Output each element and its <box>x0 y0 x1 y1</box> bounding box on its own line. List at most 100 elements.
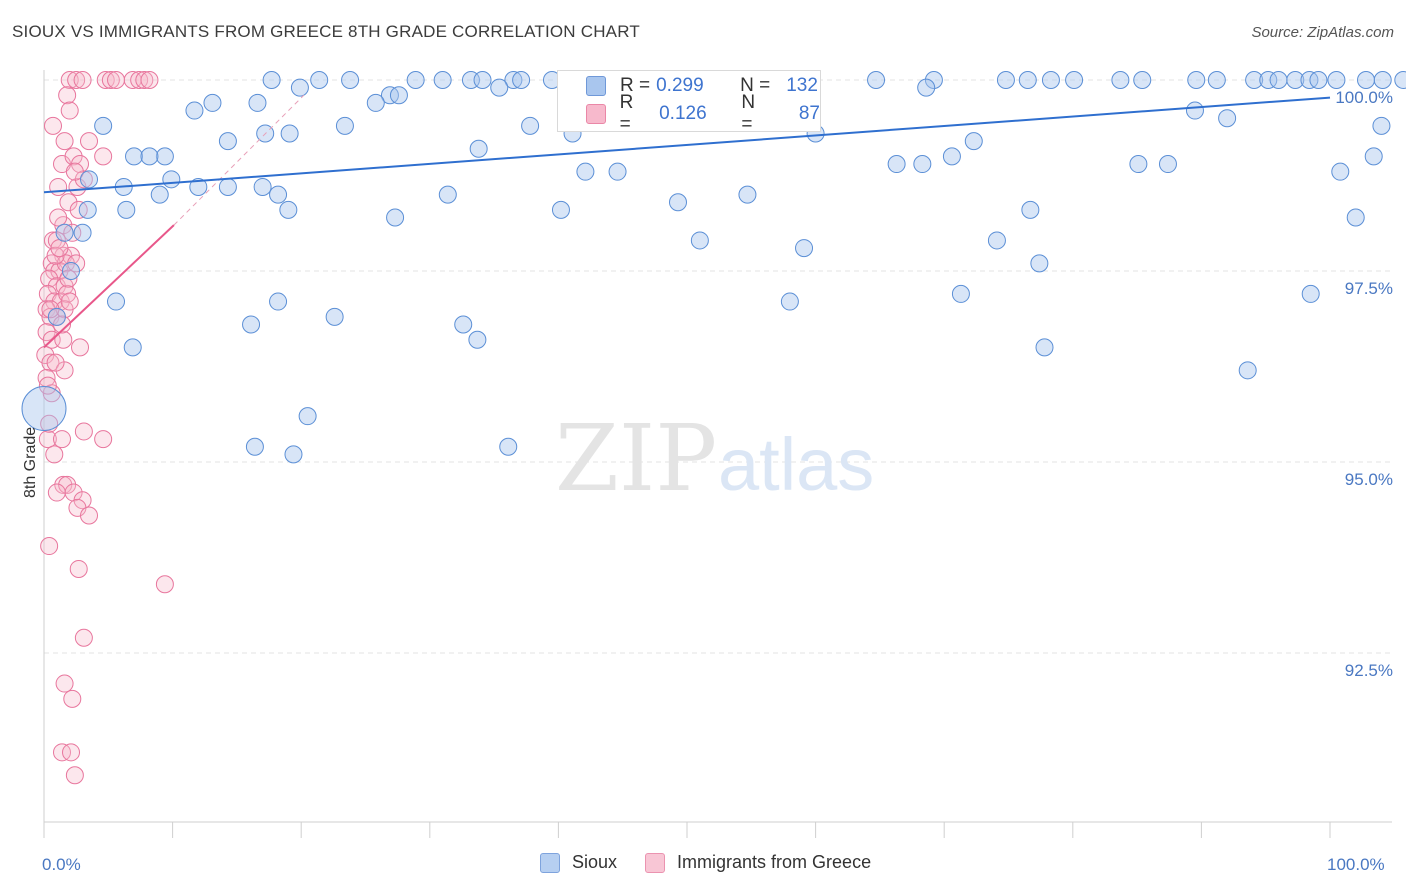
greece-point <box>58 475 77 494</box>
sioux-point <box>262 71 281 89</box>
greece-point <box>46 353 65 372</box>
greece-point <box>69 559 88 578</box>
greece-point <box>64 483 83 502</box>
sioux-point <box>469 139 488 158</box>
legend-r-label: R = <box>619 92 634 135</box>
greece-point <box>65 766 84 785</box>
greece-points <box>36 71 174 785</box>
sioux-point <box>55 223 74 242</box>
legend-r-value-greece: 0.126 <box>659 103 707 124</box>
sioux-point <box>284 445 303 464</box>
greece-point <box>73 71 92 89</box>
greece-point <box>58 86 77 105</box>
sioux-point <box>1331 162 1350 181</box>
greece-point <box>41 353 60 372</box>
sioux-point <box>1394 71 1406 89</box>
sioux-point <box>964 132 983 151</box>
correlation-legend: R = 0.299 N = 132 R = 0.126 N = 87 <box>557 70 821 135</box>
greece-point <box>41 300 60 319</box>
sioux-point <box>1035 338 1054 357</box>
sioux-point <box>189 177 208 196</box>
sioux-point <box>117 200 136 219</box>
sioux-point <box>913 155 932 174</box>
sioux-point <box>290 78 309 97</box>
sioux-point <box>867 71 886 89</box>
sioux-point <box>1158 155 1177 174</box>
greece-point <box>55 361 74 380</box>
sioux-point <box>504 71 523 89</box>
greece-point <box>45 445 64 464</box>
legend-swatch-sioux <box>586 76 606 96</box>
greece-point <box>49 177 68 196</box>
legend-swatch-sioux <box>540 852 560 873</box>
sioux-point <box>1018 71 1037 89</box>
sioux-point <box>951 284 970 303</box>
sioux-point <box>269 292 288 311</box>
sioux-point <box>608 162 627 181</box>
greece-point <box>80 506 99 525</box>
greece-point <box>155 575 174 594</box>
watermark-zip: ZIP <box>555 405 717 512</box>
greece-point <box>74 422 93 441</box>
y-tick-label: 97.5% <box>1345 279 1393 298</box>
sioux-point <box>325 307 344 326</box>
sioux-point <box>310 71 329 89</box>
greece-point <box>74 628 93 647</box>
sioux-point <box>690 231 709 250</box>
sioux-point <box>551 200 570 219</box>
sioux-point <box>94 116 113 135</box>
sioux-point <box>1041 71 1060 89</box>
sioux-point <box>406 71 425 89</box>
sioux-point <box>280 124 299 143</box>
sioux-point <box>1185 101 1204 120</box>
legend-row-greece: R = 0.126 N = 87 <box>558 92 820 135</box>
sioux-point <box>490 78 509 97</box>
legend-item-greece[interactable]: Immigrants from Greece <box>645 852 871 873</box>
sioux-point <box>162 170 181 189</box>
sioux-point <box>73 223 92 242</box>
sioux-point <box>1030 254 1049 273</box>
sioux-point <box>125 147 144 166</box>
greece-point <box>71 338 90 357</box>
sioux-point <box>668 193 687 212</box>
sioux-point <box>269 185 288 204</box>
sioux-point <box>454 315 473 334</box>
sioux-point <box>335 116 354 135</box>
greece-point <box>47 483 66 502</box>
greece-trend-extension <box>173 94 305 226</box>
sioux-point <box>1218 109 1237 128</box>
sioux-point <box>341 71 360 89</box>
sioux-point <box>1373 71 1392 89</box>
sioux-point <box>433 71 452 89</box>
legend-item-sioux[interactable]: Sioux <box>540 852 617 873</box>
legend-n-label: N = <box>740 75 771 96</box>
sioux-point <box>1187 71 1206 89</box>
greece-point <box>101 71 120 89</box>
greece-point <box>74 170 93 189</box>
x-tick-label-max: 100.0% <box>1327 855 1385 874</box>
greece-point <box>135 71 154 89</box>
legend-label-greece: Immigrants from Greece <box>677 852 872 872</box>
sioux-point <box>203 93 222 112</box>
legend-n-value-sioux: 132 <box>786 75 818 96</box>
greece-point <box>69 200 88 219</box>
greece-point <box>55 132 74 151</box>
sioux-trend-line <box>43 96 1331 194</box>
x-tick-label-min: 0.0% <box>42 855 81 874</box>
legend-swatch-greece <box>645 852 666 873</box>
sioux-point <box>1245 71 1264 89</box>
sioux-point <box>150 185 169 204</box>
sioux-point <box>218 177 237 196</box>
sioux-point <box>438 185 457 204</box>
greece-point <box>140 71 159 89</box>
sioux-point <box>924 71 943 89</box>
greece-point <box>60 292 79 311</box>
greece-point <box>62 743 81 762</box>
greece-point <box>64 147 83 166</box>
sioux-point <box>218 132 237 151</box>
sioux-point <box>62 262 81 280</box>
greece-point <box>94 147 113 166</box>
sioux-point <box>366 93 385 112</box>
greece-point <box>130 71 149 89</box>
legend-r-value-sioux: 0.299 <box>656 75 704 96</box>
